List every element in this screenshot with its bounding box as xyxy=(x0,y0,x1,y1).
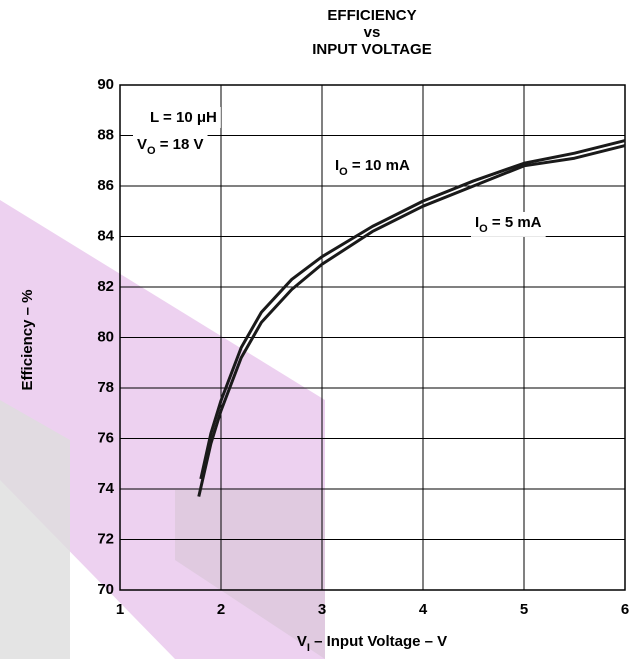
y-tick-label: 74 xyxy=(97,480,114,497)
label-bg xyxy=(471,211,546,237)
series-line xyxy=(199,139,626,480)
y-tick-label: 72 xyxy=(97,530,114,547)
annotation: L = 10 μH xyxy=(150,109,217,126)
series-line xyxy=(197,144,626,497)
y-tick-label: 86 xyxy=(97,177,114,194)
chart-title: vs xyxy=(364,24,381,41)
watermark xyxy=(175,490,325,659)
annotation-part: L = 10 μH xyxy=(150,109,217,126)
annotation-part: V xyxy=(137,136,147,153)
y-tick-label: 76 xyxy=(97,429,114,446)
series-label: IO = 5 mA xyxy=(475,214,542,235)
x-tick-label: 2 xyxy=(217,601,225,618)
series-label-part: I xyxy=(335,157,339,174)
series-label: IO = 10 mA xyxy=(335,157,410,178)
label-bg xyxy=(331,154,415,180)
series-label-part: = 5 mA xyxy=(488,214,542,231)
label-bg xyxy=(146,106,221,128)
y-tick-label: 84 xyxy=(97,227,114,244)
x-axis-label-part: – Input Voltage – V xyxy=(310,633,447,650)
annotation-part: = 18 V xyxy=(156,136,204,153)
x-tick-label: 5 xyxy=(520,601,528,618)
watermark xyxy=(0,400,70,659)
y-tick-label: 78 xyxy=(97,379,114,396)
chart-title: INPUT VOLTAGE xyxy=(312,41,431,58)
x-axis-label: VI – Input Voltage – V xyxy=(297,633,447,654)
x-tick-label: 3 xyxy=(318,601,326,618)
annotation: VO = 18 V xyxy=(137,136,204,157)
y-tick-label: 70 xyxy=(97,581,114,598)
y-tick-label: 82 xyxy=(97,278,114,295)
series-label-part: O xyxy=(339,166,348,178)
x-tick-label: 6 xyxy=(621,601,629,618)
y-tick-label: 80 xyxy=(97,328,114,345)
y-axis-label: Efficiency – % xyxy=(19,290,36,391)
x-tick-label: 4 xyxy=(419,601,428,618)
label-bg xyxy=(133,133,208,159)
y-tick-label: 90 xyxy=(97,76,114,93)
x-axis-label-part: V xyxy=(297,633,307,650)
annotation-part: O xyxy=(147,145,156,157)
y-tick-label: 88 xyxy=(97,126,114,143)
x-axis-label-part: I xyxy=(307,642,310,654)
series-label-part: I xyxy=(475,214,479,231)
series-label-part: = 10 mA xyxy=(348,157,410,174)
chart-title: EFFICIENCY xyxy=(327,7,416,24)
series-label-part: O xyxy=(479,223,488,235)
x-tick-label: 1 xyxy=(116,601,124,618)
